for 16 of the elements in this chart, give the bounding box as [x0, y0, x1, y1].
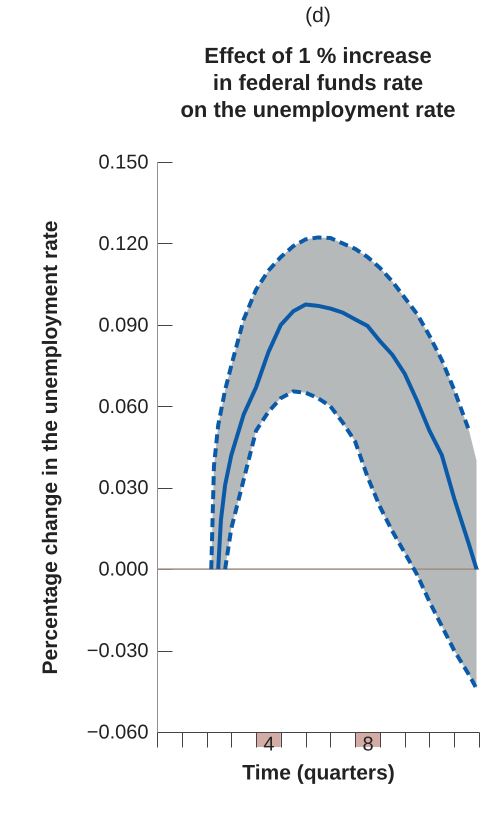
y-tick-label: 0.060 — [98, 396, 148, 418]
x-tick-label: 8 — [362, 734, 374, 756]
x-tick-label: 4 — [263, 734, 275, 756]
y-tick-label: 0.090 — [98, 314, 148, 336]
y-tick-label: −0.030 — [86, 640, 148, 662]
y-tick-label: 0.000 — [98, 558, 148, 581]
y-tick-label: 0.150 — [98, 152, 148, 174]
chart-title: Effect of 1 % increase in federal funds rate on the unemployment rate — [180, 43, 456, 122]
y-tick-label: 0.120 — [98, 232, 148, 255]
y-tick-label: −0.060 — [86, 722, 148, 744]
line-series — [209, 235, 472, 572]
line-series — [216, 302, 479, 572]
y-axis-title: Percentage change in the unemployment rate — [38, 220, 62, 674]
y-tick-label: 0.030 — [98, 477, 148, 500]
x-axis-title: Time (quarters) — [242, 762, 395, 784]
text: (d) — [304, 4, 332, 28]
